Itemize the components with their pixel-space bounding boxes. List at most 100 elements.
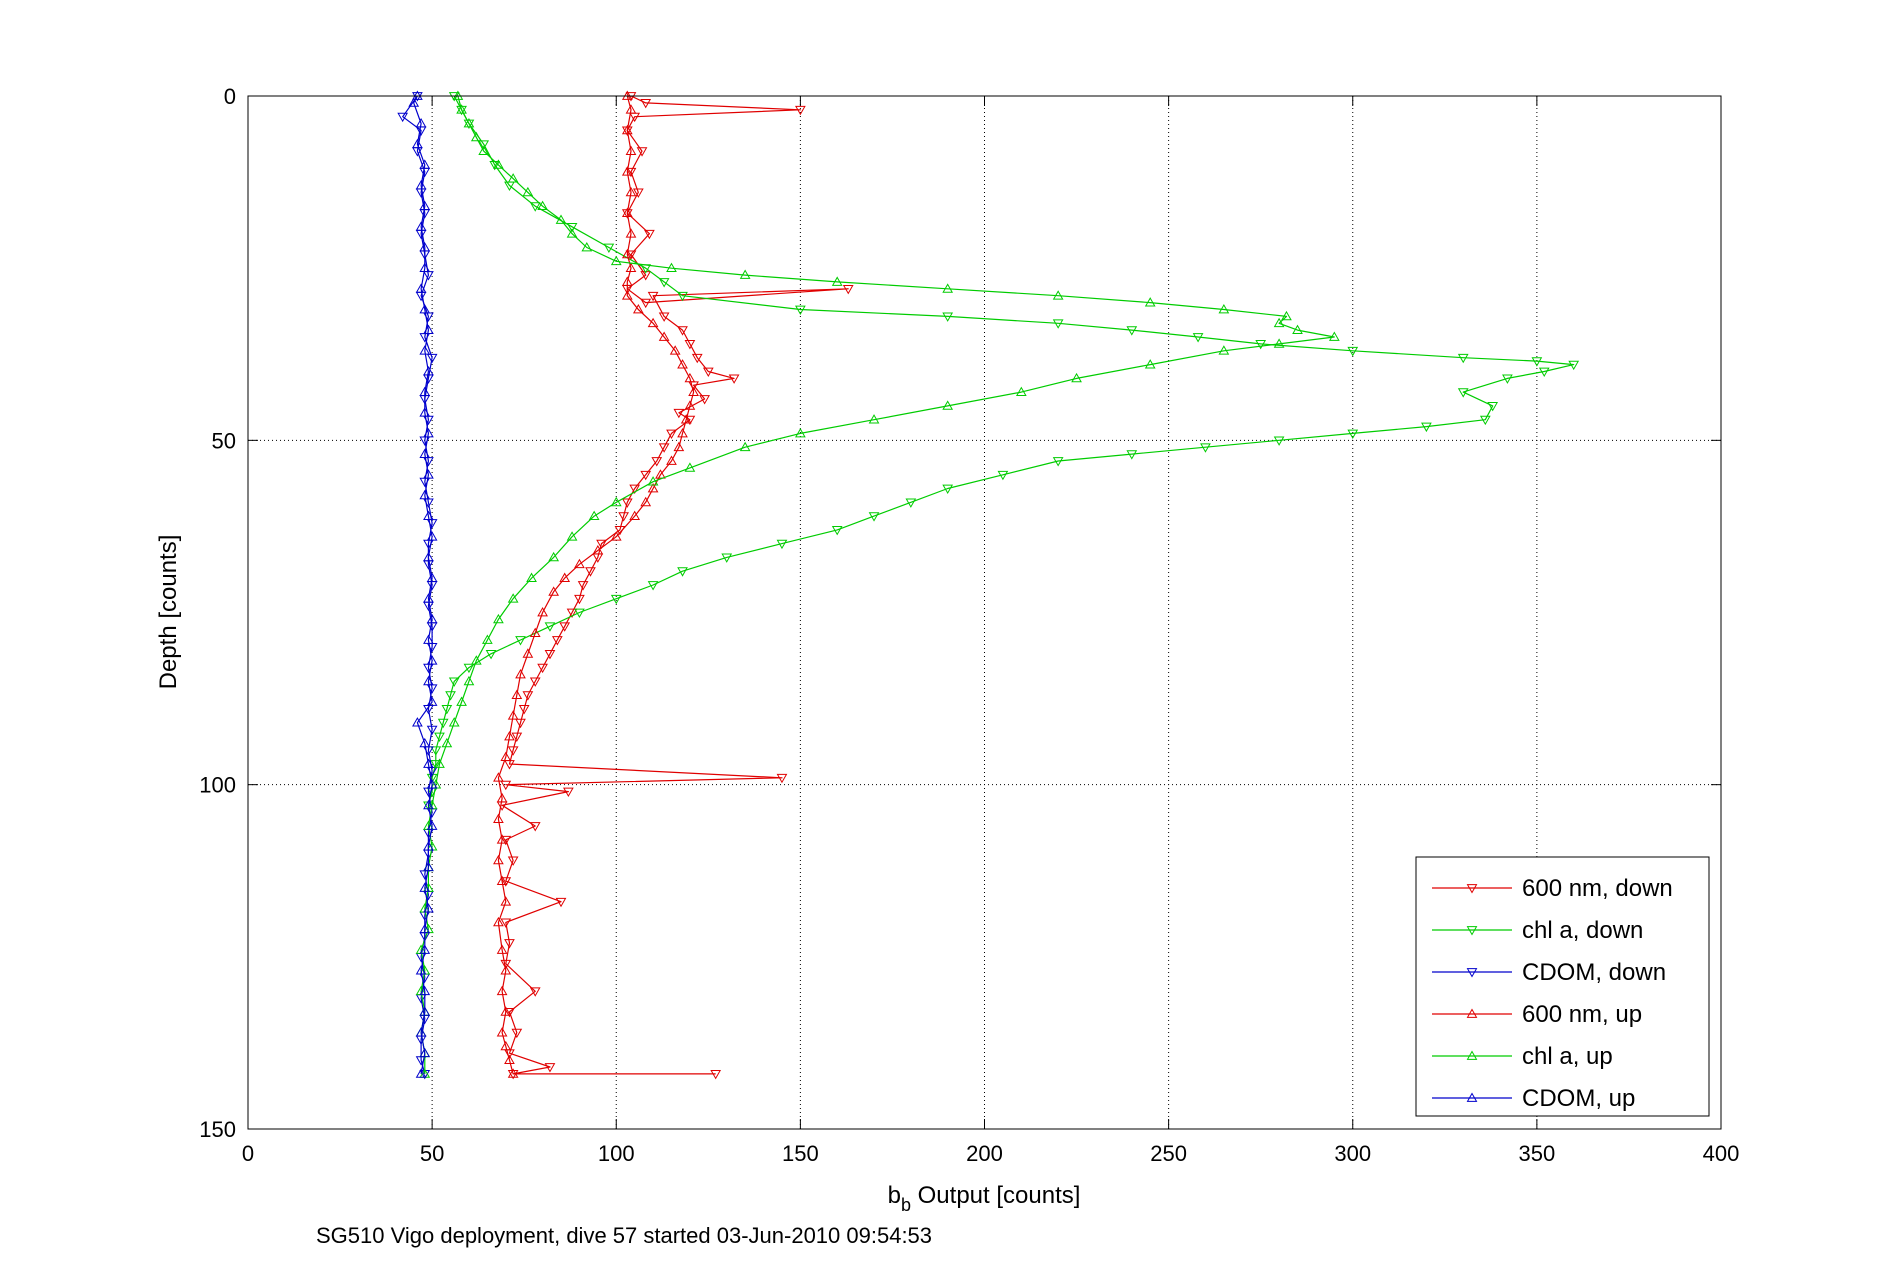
data-point [397,112,409,123]
data-point [441,737,453,748]
data-point [1347,346,1359,357]
data-point [581,241,593,252]
data-point [515,718,526,729]
data-point [537,200,548,211]
data-point [526,572,537,582]
y-tick-label: 0 [224,84,236,109]
data-point [566,222,578,233]
data-point [441,705,453,715]
data-point [485,649,497,660]
data-point [500,877,512,887]
data-point [415,118,427,128]
data-point [419,985,431,996]
data-point [430,760,442,770]
data-point [426,655,438,665]
data-point [1126,326,1138,336]
data-point [504,1008,515,1018]
data-point [419,407,431,417]
data-point [1218,345,1230,355]
data-point [423,758,434,768]
data-point [1200,443,1211,453]
legend-label: chl a, up [1522,1043,1613,1070]
data-point [415,1068,427,1078]
data-point [621,209,633,219]
legend-label: 600 nm, down [1522,875,1673,902]
x-tick-label: 350 [1519,1141,1556,1166]
data-point [500,965,512,975]
data-point [426,820,438,830]
data-point [415,180,427,190]
data-point [507,856,519,866]
legend-swatch-marker [1466,968,1478,978]
data-point [419,737,431,748]
data-point [1218,303,1230,314]
data-point [412,138,423,149]
data-point [1457,388,1469,398]
data-point [629,484,641,495]
data-point [640,496,652,507]
data-point [419,489,431,500]
data-point [677,359,688,369]
legend-label: 600 nm, up [1522,1001,1642,1028]
data-point [493,916,504,927]
data-point [610,594,622,605]
data-point [1273,317,1285,328]
data-point [625,262,637,273]
data-point [566,228,578,238]
data-point [666,455,677,465]
data-point [419,345,431,355]
data-point [496,875,508,885]
data-point [621,166,633,176]
data-point [629,510,641,520]
data-point [544,1063,556,1073]
data-point [419,1006,431,1016]
data-point [419,882,431,892]
data-point [419,303,431,314]
data-point [684,462,696,472]
data-point [831,525,843,536]
data-point [493,813,504,823]
data-point [504,730,515,741]
data-point [640,470,652,481]
data-point [423,427,434,438]
data-point [739,269,751,279]
data-point [529,677,541,687]
data-point [426,572,438,582]
data-point [644,229,655,240]
data-point [673,441,685,452]
data-point [493,772,504,782]
data-point [636,147,648,157]
data-point [625,145,637,155]
series-line [497,95,695,1075]
data-point [423,365,434,376]
data-point [842,284,854,295]
data-point [1126,450,1138,460]
data-point [529,822,541,832]
series-3 [493,90,699,1078]
data-point [1281,310,1292,321]
data-point [423,799,434,810]
data-point [412,92,423,102]
data-point [905,498,917,508]
data-point [504,1054,515,1065]
series-5 [408,90,438,1078]
data-point [496,944,508,954]
data-point [621,276,633,286]
data-point [500,1040,512,1051]
data-point [942,312,954,322]
data-point [493,613,504,624]
data-point [478,140,490,150]
data-point [419,923,431,934]
data-point [456,696,467,706]
data-point [625,92,637,102]
data-point [507,1068,519,1078]
data-point [625,228,637,238]
data-point [684,400,696,410]
data-point [511,732,523,742]
data-point [621,248,633,259]
data-point [412,717,423,727]
data-point [677,291,688,302]
data-point [621,207,633,217]
data-point [588,510,600,520]
data-point [1328,331,1340,341]
